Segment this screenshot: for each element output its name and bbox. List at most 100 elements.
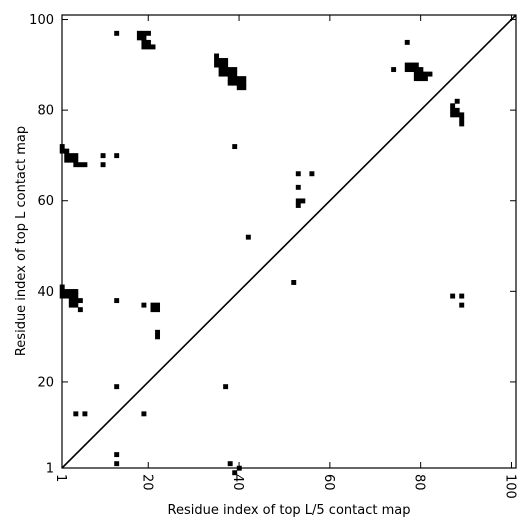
contact-cell [300, 198, 306, 204]
contact-cell [227, 71, 233, 77]
contact-cell [145, 30, 151, 36]
contact-cell [227, 461, 233, 467]
contact-cell [68, 298, 74, 304]
contact-cell [100, 162, 106, 168]
contact-cell [214, 62, 220, 68]
contact-cell [114, 452, 120, 458]
contact-cell [73, 289, 79, 294]
contact-cell [68, 293, 74, 299]
contact-cell [454, 112, 460, 118]
contact-cell [68, 302, 74, 308]
contact-cell [114, 298, 120, 304]
contact-cell [214, 53, 220, 59]
contact-cell [404, 62, 410, 68]
contact-cell [232, 76, 238, 82]
contact-cell [413, 62, 419, 68]
contact-cell [418, 76, 424, 82]
contact-cell [68, 157, 74, 163]
contact-cell [64, 153, 70, 159]
contact-cell [141, 35, 147, 41]
contact-cell [427, 71, 433, 77]
contact-cell [114, 461, 120, 467]
contact-cell [404, 67, 410, 73]
contact-cell [136, 35, 142, 41]
y-axis-ticks: 1 20 40 60 80 100 [29, 13, 516, 477]
contact-cell [241, 80, 247, 86]
contact-cell [64, 157, 70, 163]
contact-cell [150, 44, 156, 50]
contact-cell [68, 289, 74, 294]
x-tick-label: 60 [321, 474, 336, 491]
contact-cell [218, 71, 224, 77]
contact-cell [145, 44, 151, 50]
contact-cell [155, 307, 161, 313]
contact-cell [77, 307, 83, 313]
x-tick-label: 20 [139, 474, 154, 491]
x-axis-ticks: 1 20 40 60 80 100 [53, 15, 517, 499]
contact-cell [450, 293, 456, 299]
contact-cell [295, 184, 301, 190]
contact-cell [236, 80, 242, 86]
contact-cell [141, 44, 147, 50]
contact-cell [459, 293, 465, 299]
plot-frame [61, 14, 517, 469]
contact-cell [73, 302, 79, 308]
contact-cell [459, 302, 465, 308]
contact-cell [218, 58, 224, 63]
contact-cell [82, 411, 88, 417]
contact-cell [214, 58, 220, 63]
x-tick-label: 40 [230, 474, 245, 491]
contact-cell [73, 411, 79, 417]
contact-cell [241, 85, 247, 91]
contact-cell [450, 112, 456, 118]
contact-cell [114, 153, 120, 159]
contact-cell [418, 67, 424, 73]
contact-cell [73, 162, 79, 168]
contact-cell [245, 234, 251, 240]
contact-cell [459, 112, 465, 118]
contact-cell [218, 62, 224, 68]
contact-cell [459, 121, 465, 127]
contact-cell [295, 198, 301, 204]
y-tick-label: 100 [29, 13, 54, 28]
y-tick-label: 40 [37, 285, 54, 300]
contact-cell [73, 293, 79, 299]
contact-cell [141, 30, 147, 36]
contact-cell [454, 107, 460, 113]
contact-cell [422, 76, 428, 82]
contact-cell [223, 67, 229, 73]
y-axis-label: Residue index of top L contact map [14, 126, 29, 356]
contact-cell [77, 298, 83, 304]
contact-cell [450, 103, 456, 109]
x-tick-label: 1 [53, 474, 68, 482]
contact-cell [68, 153, 74, 159]
contact-cell [141, 302, 147, 308]
contact-cell [295, 171, 301, 177]
contact-cell [100, 153, 106, 159]
contact-cell [309, 171, 315, 177]
contact-cell [236, 85, 242, 91]
contact-cell [223, 58, 229, 63]
contact-cell [409, 62, 415, 68]
contact-cell [64, 293, 70, 299]
contact-cell [155, 334, 161, 340]
contact-cell [241, 76, 247, 82]
contact-cell [409, 67, 415, 73]
contact-cell [141, 39, 147, 45]
contact-cell [77, 162, 83, 168]
y-tick-label: 60 [37, 194, 54, 209]
contact-cell [413, 71, 419, 77]
contact-cell [136, 30, 142, 36]
contact-cell [227, 67, 233, 73]
contact-cell [114, 30, 120, 36]
contact-cell [73, 153, 79, 159]
contact-cell [73, 157, 79, 163]
contact-cell [404, 39, 410, 45]
contact-cell [141, 411, 147, 417]
contact-cell [422, 71, 428, 77]
contact-cell [232, 80, 238, 86]
x-axis-label: Residue index of top L/5 contact map [168, 503, 411, 518]
y-tick-label: 1 [46, 462, 54, 477]
contact-cell [145, 39, 151, 45]
y-tick-label: 80 [37, 104, 54, 119]
